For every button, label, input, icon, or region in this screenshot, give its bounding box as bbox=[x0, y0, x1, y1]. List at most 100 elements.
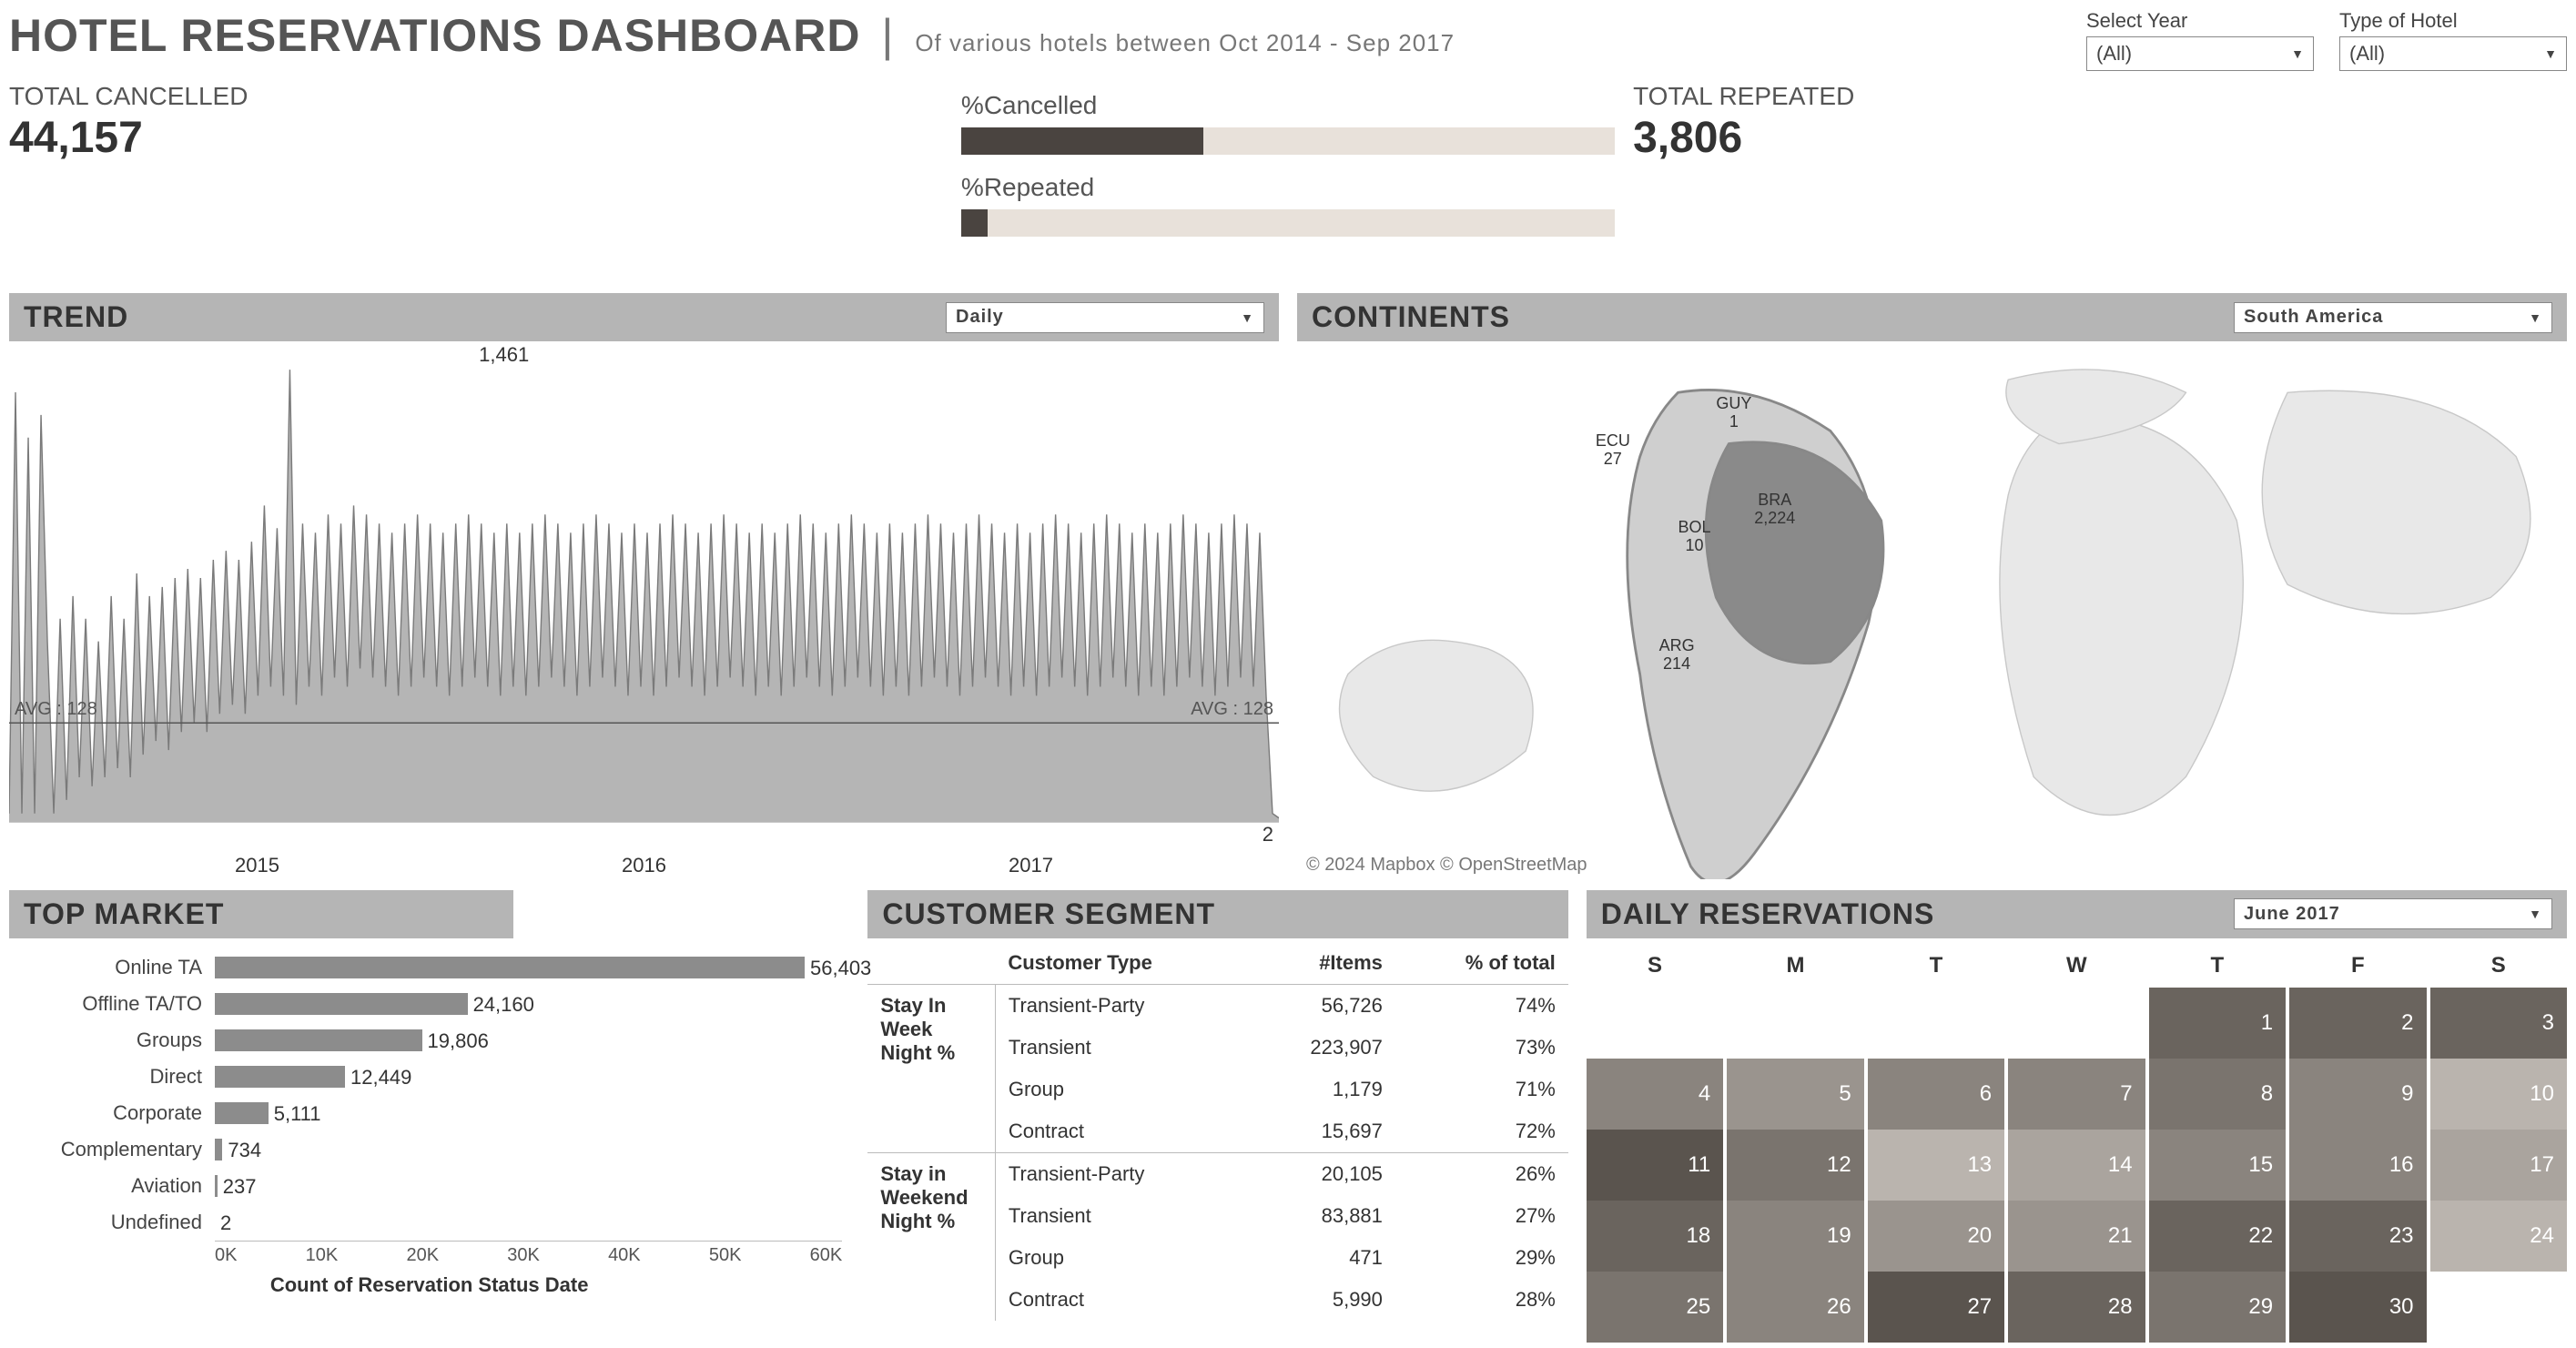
calendar-cell[interactable]: 23 bbox=[2289, 1201, 2426, 1272]
page-subtitle: Of various hotels between Oct 2014 - Sep… bbox=[915, 29, 1455, 56]
trend-peak-label: 1,461 bbox=[479, 343, 529, 367]
market-bar bbox=[215, 993, 468, 1015]
calendar-cell[interactable]: 13 bbox=[1868, 1130, 2004, 1201]
calendar-cell[interactable]: 29 bbox=[2149, 1272, 2286, 1343]
segment-table: Customer Type#Items% of totalStay In Wee… bbox=[867, 942, 1567, 1321]
market-bar bbox=[215, 957, 805, 978]
segment-items: 20,105 bbox=[1249, 1152, 1395, 1195]
market-track: 24,160 bbox=[215, 993, 842, 1015]
chevron-down-icon: ▼ bbox=[2529, 310, 2542, 325]
chevron-down-icon: ▼ bbox=[1241, 310, 1254, 325]
kpi-cancelled: TOTAL CANCELLED 44,157 bbox=[9, 82, 943, 282]
calendar-cell[interactable]: 14 bbox=[2008, 1130, 2145, 1201]
calendar-cell[interactable]: 8 bbox=[2149, 1059, 2286, 1130]
panel-continents: CONTINENTS South America ▼ © 2024 Mapbox… bbox=[1297, 293, 2567, 879]
calendar-cell[interactable]: 2 bbox=[2289, 988, 2426, 1059]
calendar-cell[interactable]: 11 bbox=[1587, 1130, 1723, 1201]
market-value: 12,449 bbox=[345, 1066, 411, 1090]
map-body[interactable]: © 2024 Mapbox © OpenStreetMap ECU27GUY1B… bbox=[1297, 341, 2567, 879]
bottom-row: TOP MARKET Online TA56,403Offline TA/TO2… bbox=[9, 890, 2567, 1348]
map bbox=[1297, 341, 2567, 879]
calendar-title: DAILY RESERVATIONS bbox=[1601, 897, 1935, 931]
calendar-cell[interactable]: 26 bbox=[1727, 1272, 1863, 1343]
select-year[interactable]: (All) ▼ bbox=[2086, 36, 2314, 71]
market-cat: Corporate bbox=[16, 1101, 208, 1125]
calendar-cell[interactable]: 6 bbox=[1868, 1059, 2004, 1130]
market-value: 2 bbox=[215, 1211, 231, 1235]
market-track: 2 bbox=[215, 1211, 842, 1233]
segment-pct: 27% bbox=[1395, 1195, 1568, 1237]
calendar-cell[interactable]: 25 bbox=[1587, 1272, 1723, 1343]
trend-xtick: 2016 bbox=[622, 854, 666, 877]
map-label-arg: ARG214 bbox=[1659, 637, 1695, 674]
market-cat: Offline TA/TO bbox=[16, 992, 208, 1016]
calendar-cell[interactable]: 17 bbox=[2430, 1130, 2567, 1201]
select-trend-value: Daily bbox=[956, 307, 1004, 328]
segment-type: Group bbox=[995, 1069, 1249, 1110]
pct-cancelled-label: %Cancelled bbox=[961, 91, 1615, 120]
calendar-cell[interactable]: 4 bbox=[1587, 1059, 1723, 1130]
map-attribution: © 2024 Mapbox © OpenStreetMap bbox=[1306, 855, 1587, 876]
market-value: 237 bbox=[218, 1175, 257, 1199]
segment-type: Transient-Party bbox=[995, 1152, 1249, 1195]
calendar-cell[interactable]: 30 bbox=[2289, 1272, 2426, 1343]
market-cat: Online TA bbox=[16, 956, 208, 979]
calendar-cell[interactable]: 16 bbox=[2289, 1130, 2426, 1201]
kpi-repeated-label: TOTAL REPEATED bbox=[1633, 82, 2567, 111]
calendar-cell[interactable]: 21 bbox=[2008, 1201, 2145, 1272]
calendar-cell[interactable]: 19 bbox=[1727, 1201, 1863, 1272]
pct-cancelled-fill bbox=[961, 127, 1203, 155]
panel-segment: CUSTOMER SEGMENT Customer Type#Items% of… bbox=[867, 890, 1567, 1348]
calendar-cell[interactable]: 12 bbox=[1727, 1130, 1863, 1201]
chevron-down-icon: ▼ bbox=[2544, 46, 2557, 61]
kpi-cancelled-value: 44,157 bbox=[9, 113, 943, 163]
calendar-cell[interactable]: 24 bbox=[2430, 1201, 2567, 1272]
filter-year: Select Year (All) ▼ bbox=[2086, 9, 2314, 71]
select-calendar-value: June 2017 bbox=[2244, 904, 2340, 925]
calendar-dow: T bbox=[1868, 944, 2004, 988]
calendar-cell[interactable]: 1 bbox=[2149, 988, 2286, 1059]
continents-title-bar: CONTINENTS South America ▼ bbox=[1297, 293, 2567, 341]
segment-items: 1,179 bbox=[1249, 1069, 1395, 1110]
trend-xtick: 2017 bbox=[1009, 854, 1053, 877]
select-continent-value: South America bbox=[2244, 307, 2383, 328]
select-trend-granularity[interactable]: Daily ▼ bbox=[946, 302, 1264, 333]
market-bar bbox=[215, 1029, 422, 1051]
market-row: Offline TA/TO 24,160 bbox=[16, 986, 842, 1022]
calendar-cell[interactable]: 27 bbox=[1868, 1272, 2004, 1343]
map-label-guy: GUY1 bbox=[1716, 395, 1751, 431]
segment-items: 223,907 bbox=[1249, 1027, 1395, 1069]
select-continent[interactable]: South America ▼ bbox=[2234, 302, 2552, 333]
calendar-cell[interactable]: 22 bbox=[2149, 1201, 2286, 1272]
market-cat: Direct bbox=[16, 1065, 208, 1089]
select-hotel-value: (All) bbox=[2349, 42, 2385, 66]
market-bar bbox=[215, 1139, 222, 1160]
pct-block: %Cancelled %Repeated bbox=[961, 82, 1615, 282]
pct-repeated-fill bbox=[961, 209, 988, 237]
trend-avg-label-left: AVG : 128 bbox=[15, 699, 97, 720]
calendar-cell[interactable]: 20 bbox=[1868, 1201, 2004, 1272]
market-xlabel: Count of Reservation Status Date bbox=[16, 1273, 842, 1297]
select-hotel[interactable]: (All) ▼ bbox=[2339, 36, 2567, 71]
segment-row: Stay in Weekend Night %Transient-Party20… bbox=[867, 1152, 1567, 1195]
calendar-cell[interactable]: 18 bbox=[1587, 1201, 1723, 1272]
market-title: TOP MARKET bbox=[9, 890, 513, 938]
calendar-dow: S bbox=[2430, 944, 2567, 988]
calendar-cell[interactable]: 3 bbox=[2430, 988, 2567, 1059]
calendar-cell[interactable]: 7 bbox=[2008, 1059, 2145, 1130]
market-axis: 0K10K20K30K40K50K60K bbox=[215, 1241, 842, 1266]
panel-market: TOP MARKET Online TA56,403Offline TA/TO2… bbox=[9, 890, 849, 1348]
segment-items: 56,726 bbox=[1249, 984, 1395, 1027]
segment-body: Customer Type#Items% of totalStay In Wee… bbox=[867, 938, 1567, 1324]
calendar-cell[interactable]: 9 bbox=[2289, 1059, 2426, 1130]
kpi-repeated: TOTAL REPEATED 3,806 bbox=[1633, 82, 2567, 282]
market-track: 19,806 bbox=[215, 1029, 842, 1051]
calendar-cell[interactable]: 15 bbox=[2149, 1130, 2286, 1201]
calendar-cell[interactable]: 10 bbox=[2430, 1059, 2567, 1130]
market-cat: Groups bbox=[16, 1029, 208, 1052]
select-calendar-month[interactable]: June 2017 ▼ bbox=[2234, 898, 2552, 929]
market-track: 12,449 bbox=[215, 1066, 842, 1088]
calendar-cell[interactable]: 5 bbox=[1727, 1059, 1863, 1130]
filter-year-label: Select Year bbox=[2086, 9, 2314, 33]
calendar-cell[interactable]: 28 bbox=[2008, 1272, 2145, 1343]
